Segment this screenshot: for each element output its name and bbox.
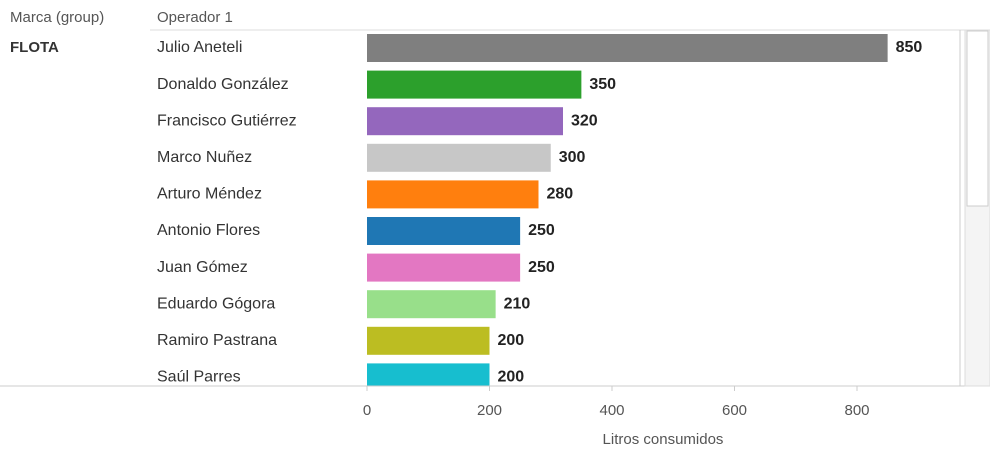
bar bbox=[367, 217, 521, 245]
bar bbox=[367, 326, 490, 355]
bar bbox=[367, 70, 582, 99]
value-label: 210 bbox=[504, 295, 531, 312]
bar bbox=[367, 363, 490, 386]
rows: Julio Aneteli 850 Donaldo González 350 Franc… bbox=[157, 34, 923, 386]
value-label: 350 bbox=[589, 76, 616, 93]
category-label: Julio Aneteli bbox=[157, 39, 242, 56]
x-tick-label: 200 bbox=[477, 402, 502, 419]
value-label: 250 bbox=[528, 222, 555, 239]
category-label: Arturo Méndez bbox=[157, 186, 262, 203]
bar bbox=[367, 180, 539, 209]
category-label: Eduardo Gógora bbox=[157, 295, 275, 312]
row-header: Marca (group) bbox=[10, 9, 104, 26]
category-label: Saúl Parres bbox=[157, 369, 241, 386]
category-label: Antonio Flores bbox=[157, 222, 260, 239]
category-label: Francisco Gutiérrez bbox=[157, 112, 297, 129]
x-tick-label: 400 bbox=[599, 402, 624, 419]
x-axis-label: Litros consumidos bbox=[603, 431, 724, 448]
value-label: 200 bbox=[498, 332, 525, 349]
value-label: 850 bbox=[896, 39, 923, 56]
bar bbox=[367, 143, 551, 172]
x-tick-label: 0 bbox=[363, 402, 371, 419]
category-label: Donaldo González bbox=[157, 76, 289, 93]
group-label: FLOTA bbox=[10, 39, 59, 56]
bar bbox=[367, 34, 888, 62]
value-label: 280 bbox=[547, 186, 574, 203]
category-header: Operador 1 bbox=[157, 9, 233, 26]
value-label: 320 bbox=[571, 112, 598, 129]
bar bbox=[367, 290, 496, 319]
bar bbox=[367, 107, 563, 136]
category-label: Marco Nuñez bbox=[157, 149, 252, 166]
value-label: 200 bbox=[498, 369, 525, 386]
x-tick-label: 600 bbox=[722, 402, 747, 419]
x-tick-label: 800 bbox=[844, 402, 869, 419]
value-label: 300 bbox=[559, 149, 586, 166]
bar bbox=[367, 253, 521, 282]
scrollbar-thumb[interactable] bbox=[966, 30, 989, 207]
value-label: 250 bbox=[528, 259, 555, 276]
category-label: Juan Gómez bbox=[157, 259, 248, 276]
category-label: Ramiro Pastrana bbox=[157, 332, 277, 349]
